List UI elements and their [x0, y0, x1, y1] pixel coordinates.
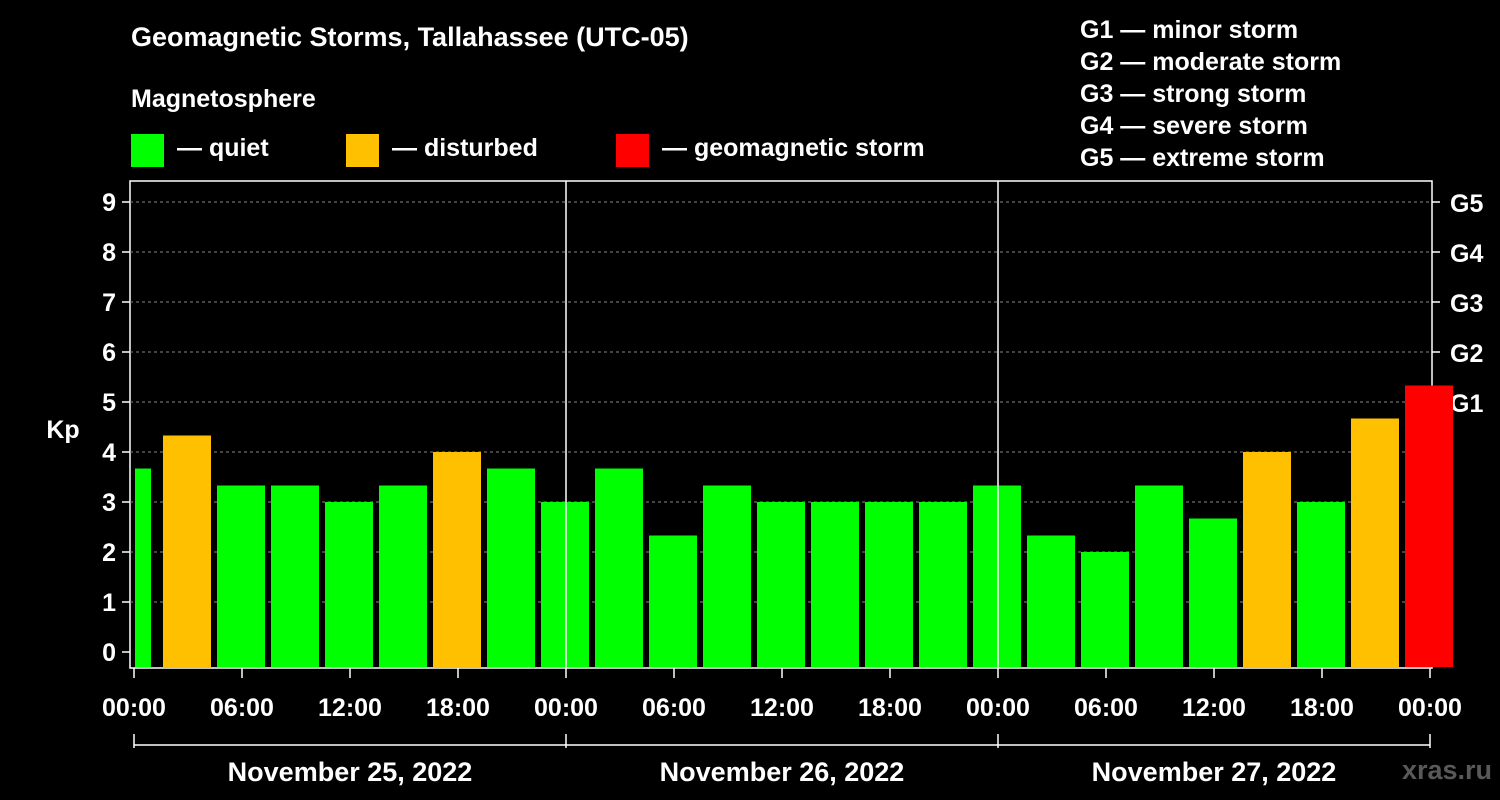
- storm-scale-legend: G1 — minor storm G2 — moderate storm G3 …: [1080, 14, 1341, 174]
- kp-bar: [1243, 452, 1291, 667]
- kp-bar: [1189, 518, 1237, 667]
- kp-bar: [1351, 418, 1399, 667]
- kp-bar: [865, 502, 913, 667]
- watermark: xras.ru: [1401, 755, 1492, 785]
- kp-bar: [595, 468, 643, 667]
- storm-scale-g2: G2 — moderate storm: [1080, 48, 1342, 76]
- kp-bar: [1297, 502, 1345, 667]
- y-tick-label: 1: [102, 589, 116, 617]
- storm-scale-g5: G5 — extreme storm: [1080, 144, 1325, 172]
- kp-bar: [541, 502, 589, 667]
- y-tick-label: 7: [102, 289, 116, 317]
- kp-bar: [703, 485, 751, 667]
- y-tick-label: 5: [102, 389, 116, 417]
- chart-subtitle: Magnetosphere: [131, 85, 316, 113]
- kp-bar: [487, 468, 535, 667]
- legend-label-quiet: — quiet: [177, 134, 269, 162]
- kp-bar: [325, 502, 373, 667]
- g-scale-label: G4: [1450, 240, 1483, 268]
- x-tick-label: 12:00: [750, 694, 814, 722]
- x-tick-label: 06:00: [1074, 694, 1138, 722]
- storm-scale-g4: G4 — severe storm: [1080, 112, 1308, 140]
- legend-label-disturbed: — disturbed: [392, 134, 538, 162]
- x-tick-label: 06:00: [642, 694, 706, 722]
- kp-bar: [271, 485, 319, 667]
- x-tick-label: 06:00: [210, 694, 274, 722]
- kp-bar: [163, 435, 211, 667]
- kp-bar: [433, 452, 481, 667]
- x-tick-label: 12:00: [1182, 694, 1246, 722]
- y-tick-label: 8: [102, 239, 116, 267]
- kp-bar: [919, 502, 967, 667]
- kp-bar: [1405, 385, 1453, 667]
- legend-swatch-disturbed: [346, 134, 379, 167]
- y-tick-label: 2: [102, 539, 116, 567]
- x-tick-label: 00:00: [966, 694, 1030, 722]
- storm-scale-g1: G1 — minor storm: [1080, 16, 1299, 44]
- y-tick-label: 3: [102, 489, 116, 517]
- kp-bar: [1081, 552, 1129, 667]
- x-tick-label: 00:00: [1398, 694, 1462, 722]
- kp-bar: [217, 485, 265, 667]
- kp-bar: [649, 535, 697, 667]
- g-scale-label: G5: [1450, 190, 1483, 218]
- x-tick-label: 00:00: [534, 694, 598, 722]
- storm-scale-g3: G3 — strong storm: [1080, 80, 1307, 108]
- y-tick-label: 4: [102, 439, 116, 467]
- y-tick-label: 6: [102, 339, 116, 367]
- chart-title: Geomagnetic Storms, Tallahassee (UTC-05): [131, 22, 689, 52]
- y-axis-label: Kp: [46, 416, 79, 444]
- day-label: November 25, 2022: [228, 757, 473, 787]
- y-tick-label: 9: [102, 189, 116, 217]
- y-tick-label: 0: [102, 639, 116, 667]
- kp-bar-partial: [135, 468, 151, 667]
- g-scale-label: G3: [1450, 290, 1483, 318]
- kp-bar: [379, 485, 427, 667]
- x-tick-label: 12:00: [318, 694, 382, 722]
- legend-label-storm: — geomagnetic storm: [662, 134, 925, 162]
- kp-bar: [1135, 485, 1183, 667]
- day-label: November 27, 2022: [1092, 757, 1337, 787]
- x-tick-label: 18:00: [426, 694, 490, 722]
- kp-bar: [973, 485, 1021, 667]
- g-scale-label: G2: [1450, 340, 1483, 368]
- day-label: November 26, 2022: [660, 757, 905, 787]
- kp-bar: [1027, 535, 1075, 667]
- legend-swatch-storm: [616, 134, 649, 167]
- kp-bar: [811, 502, 859, 667]
- x-tick-label: 00:00: [102, 694, 166, 722]
- g-scale-label: G1: [1450, 390, 1483, 418]
- legend-swatch-quiet: [131, 134, 164, 167]
- x-tick-label: 18:00: [858, 694, 922, 722]
- kp-bar: [757, 502, 805, 667]
- x-tick-label: 18:00: [1290, 694, 1354, 722]
